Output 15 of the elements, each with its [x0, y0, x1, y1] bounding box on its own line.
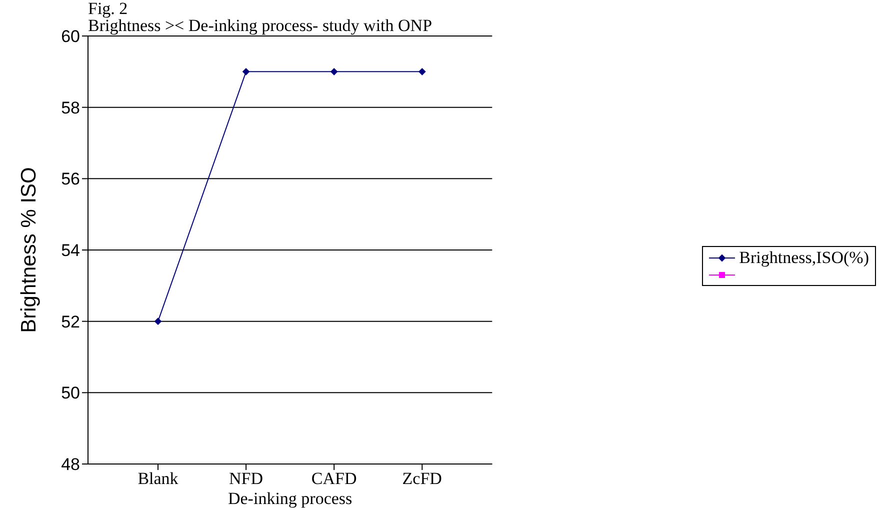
y-tick-label: 48	[61, 455, 80, 474]
y-tick-label: 52	[61, 312, 80, 332]
y-tick-label: 58	[61, 98, 80, 118]
legend-label: Brightness,ISO(%)	[739, 248, 869, 268]
caption: Fig. 2	[88, 0, 128, 18]
x-axis-title: De-inking process	[228, 489, 352, 508]
x-tick-label: ZcFD	[402, 469, 442, 488]
x-tick-label: CAFD	[311, 469, 357, 488]
y-tick-label: 60	[61, 27, 80, 46]
x-tick-label: Blank	[138, 469, 179, 488]
y-tick-label: 56	[61, 170, 80, 189]
x-tick-label: NFD	[229, 469, 264, 488]
y-tick-label: 54	[61, 241, 80, 260]
y-tick-label: 50	[61, 384, 80, 403]
y-axis-title: Brightness % ISO	[17, 167, 40, 333]
